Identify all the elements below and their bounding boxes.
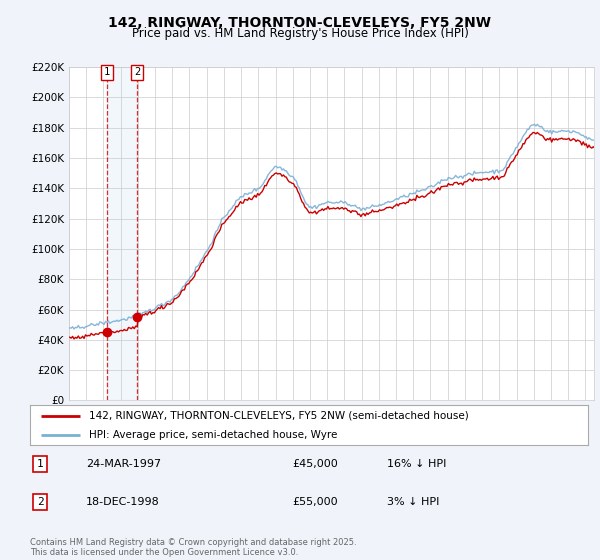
Text: £55,000: £55,000 xyxy=(292,497,338,507)
Text: 2: 2 xyxy=(134,67,140,77)
Text: 1: 1 xyxy=(37,459,43,469)
Text: 142, RINGWAY, THORNTON-CLEVELEYS, FY5 2NW: 142, RINGWAY, THORNTON-CLEVELEYS, FY5 2N… xyxy=(109,16,491,30)
Text: £45,000: £45,000 xyxy=(292,459,338,469)
Text: 16% ↓ HPI: 16% ↓ HPI xyxy=(387,459,446,469)
Text: HPI: Average price, semi-detached house, Wyre: HPI: Average price, semi-detached house,… xyxy=(89,430,337,440)
Text: 2: 2 xyxy=(37,497,43,507)
Text: 1: 1 xyxy=(104,67,110,77)
Text: 3% ↓ HPI: 3% ↓ HPI xyxy=(387,497,439,507)
Text: 18-DEC-1998: 18-DEC-1998 xyxy=(86,497,160,507)
Text: Price paid vs. HM Land Registry's House Price Index (HPI): Price paid vs. HM Land Registry's House … xyxy=(131,27,469,40)
Text: Contains HM Land Registry data © Crown copyright and database right 2025.
This d: Contains HM Land Registry data © Crown c… xyxy=(30,538,356,557)
Text: 24-MAR-1997: 24-MAR-1997 xyxy=(86,459,161,469)
Bar xyxy=(107,67,137,400)
Text: 142, RINGWAY, THORNTON-CLEVELEYS, FY5 2NW (semi-detached house): 142, RINGWAY, THORNTON-CLEVELEYS, FY5 2N… xyxy=(89,411,469,421)
